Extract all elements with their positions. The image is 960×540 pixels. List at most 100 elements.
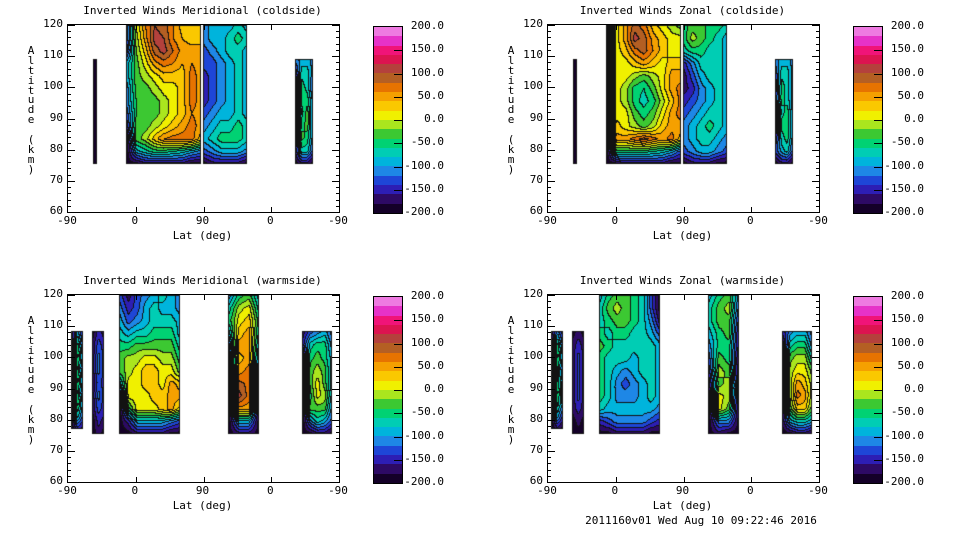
y-tick-label: 90 — [49, 110, 63, 124]
colorbar-band — [374, 185, 402, 195]
y-axis-tick — [812, 118, 819, 120]
colorbar-label: -150.0 — [404, 181, 444, 195]
x-axis-label: Lat (deg) — [652, 229, 713, 242]
y-axis-tick — [332, 450, 339, 452]
y-axis-tick — [812, 87, 819, 89]
y-axis-tick — [816, 313, 819, 315]
colorbar-band — [854, 147, 882, 158]
y-axis-tick — [548, 332, 551, 334]
x-axis-tick — [135, 295, 137, 300]
colorbar-tick — [394, 459, 402, 461]
y-axis-tick — [548, 357, 555, 359]
y-axis-tick — [816, 469, 819, 471]
colorbar-band — [374, 110, 402, 120]
y-axis-tick — [816, 425, 819, 427]
y-axis-tick — [68, 81, 71, 83]
y-axis-tick — [332, 87, 339, 89]
y-axis-tick — [816, 475, 819, 477]
x-axis-label: Lat (deg) — [172, 499, 233, 512]
colorbar-band — [854, 436, 882, 446]
y-axis-tick — [548, 143, 551, 145]
x-axis-tick — [203, 207, 205, 212]
colorbar-band — [374, 194, 402, 204]
y-axis-tick — [68, 450, 75, 452]
colorbar-band — [854, 371, 882, 381]
y-axis-tick — [548, 432, 551, 434]
y-axis-tick — [336, 363, 339, 365]
y-tick-label: 90 — [49, 380, 63, 394]
colorbar-label: -100.0 — [884, 158, 924, 172]
y-tick-label: 90 — [529, 110, 543, 124]
y-axis-tick — [816, 382, 819, 384]
colorbar-band — [854, 334, 882, 344]
y-axis-tick — [548, 307, 551, 309]
y-axis-tick — [812, 419, 819, 421]
colorbar-band — [854, 315, 882, 325]
y-axis-label-char: m — [27, 422, 35, 436]
y-tick-label: 100 — [43, 349, 63, 363]
colorbar-band — [854, 166, 882, 176]
y-axis-tick — [332, 25, 339, 26]
y-axis-tick — [68, 369, 71, 371]
y-axis-tick — [816, 376, 819, 378]
y-axis-tick — [816, 99, 819, 101]
y-axis-tick — [68, 307, 71, 309]
y-axis-tick — [548, 326, 555, 328]
y-axis-tick — [68, 99, 71, 101]
y-axis-tick — [816, 168, 819, 170]
y-axis-tick — [548, 438, 551, 440]
colorbar-band — [374, 417, 402, 428]
colorbar-tick — [874, 459, 882, 461]
y-axis-tick — [548, 180, 555, 182]
colorbar-band — [374, 334, 402, 344]
y-axis-label-char: ( — [27, 403, 35, 417]
colorbar — [853, 296, 883, 484]
y-axis-tick — [548, 369, 551, 371]
y-axis-tick — [812, 180, 819, 182]
y-axis-tick — [548, 87, 555, 89]
y-axis-tick — [812, 25, 819, 26]
colorbar-band — [854, 194, 882, 204]
x-tick-label: 90 — [195, 214, 210, 227]
colorbar-band — [854, 455, 882, 465]
y-axis-tick — [548, 319, 551, 321]
y-axis-tick — [548, 99, 551, 101]
y-axis-label-char: d — [27, 103, 35, 117]
y-tick-label: 60 — [529, 204, 543, 217]
colorbar-band — [854, 119, 882, 130]
y-axis-tick — [332, 180, 339, 182]
y-axis-tick — [336, 199, 339, 201]
colorbar-tick — [394, 96, 402, 98]
y-axis-tick — [336, 62, 339, 64]
y-axis-tick — [68, 326, 75, 328]
colorbar-tick — [874, 390, 882, 391]
colorbar-label: -200.0 — [884, 205, 924, 218]
x-axis-tick — [615, 477, 617, 482]
colorbar-tick — [394, 413, 402, 415]
y-axis-tick — [548, 174, 551, 176]
x-tick-label: -90 — [328, 484, 348, 497]
x-axis-tick — [135, 207, 137, 212]
y-axis-tick — [812, 149, 819, 151]
colorbar-band — [854, 399, 882, 409]
colorbar-label: -150.0 — [884, 451, 924, 465]
y-axis-tick — [548, 81, 551, 83]
y-tick-label: 80 — [529, 141, 543, 155]
y-axis-tick — [548, 31, 551, 33]
colorbar-label: 50.0 — [897, 358, 925, 372]
colorbar-band — [374, 147, 402, 158]
y-axis-tick — [336, 93, 339, 95]
y-axis-tick — [336, 313, 339, 315]
y-axis-tick — [816, 407, 819, 409]
y-axis-tick — [336, 338, 339, 340]
colorbar-band — [374, 445, 402, 456]
y-axis-tick — [548, 155, 551, 157]
colorbar-tick — [874, 343, 882, 345]
colorbar-band — [374, 203, 402, 213]
contour-field — [548, 25, 819, 212]
y-axis-tick — [336, 307, 339, 309]
colorbar-band — [854, 82, 882, 93]
y-axis-tick — [816, 413, 819, 415]
